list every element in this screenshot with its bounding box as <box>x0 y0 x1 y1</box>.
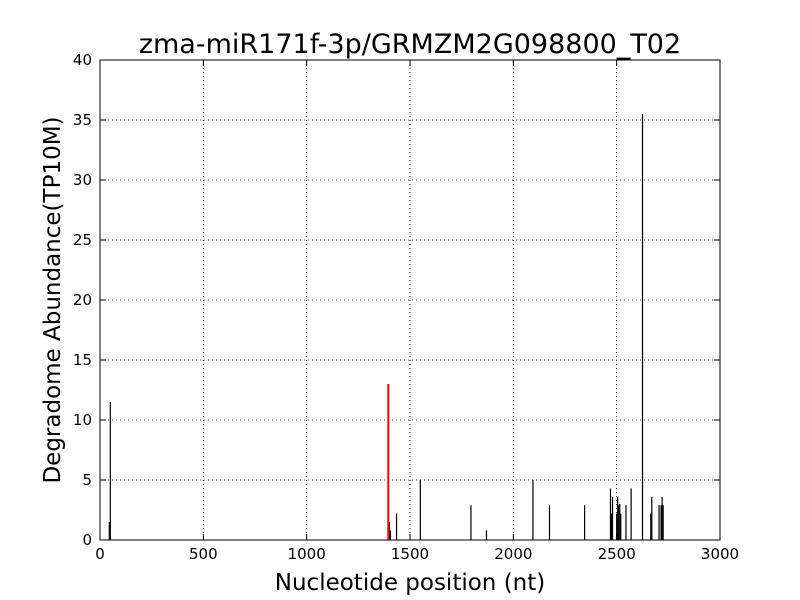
y-tick-label: 15 <box>73 351 92 369</box>
x-tick-label: 2000 <box>494 545 532 563</box>
x-tick-label: 3000 <box>701 545 739 563</box>
x-tick-label: 1000 <box>288 545 326 563</box>
grid <box>100 60 720 540</box>
y-tick-label: 30 <box>73 171 92 189</box>
x-tick-label: 1500 <box>391 545 429 563</box>
y-tick-label: 0 <box>82 531 92 549</box>
y-tick-label: 40 <box>73 51 92 69</box>
y-tick-label: 25 <box>73 231 92 249</box>
y-axis-label: Degradome Abundance(TP10M) <box>40 116 66 483</box>
y-axis-ticks: 0 5 10 15 20 25 30 35 40 <box>73 51 720 549</box>
y-tick-label: 10 <box>73 411 92 429</box>
x-axis-ticks: 0 500 1000 1500 2000 2500 3000 <box>95 60 739 563</box>
y-tick-label: 5 <box>82 471 92 489</box>
x-tick-label: 0 <box>95 545 105 563</box>
x-tick-label: 500 <box>189 545 218 563</box>
x-tick-label: 2500 <box>598 545 636 563</box>
x-axis-label: Nucleotide position (nt) <box>275 570 545 596</box>
y-tick-label: 20 <box>73 291 92 309</box>
chart-title: zma-miR171f-3p/GRMZM2G098800_T02 <box>139 29 681 60</box>
y-tick-label: 35 <box>73 111 92 129</box>
plot-frame <box>99 59 721 541</box>
